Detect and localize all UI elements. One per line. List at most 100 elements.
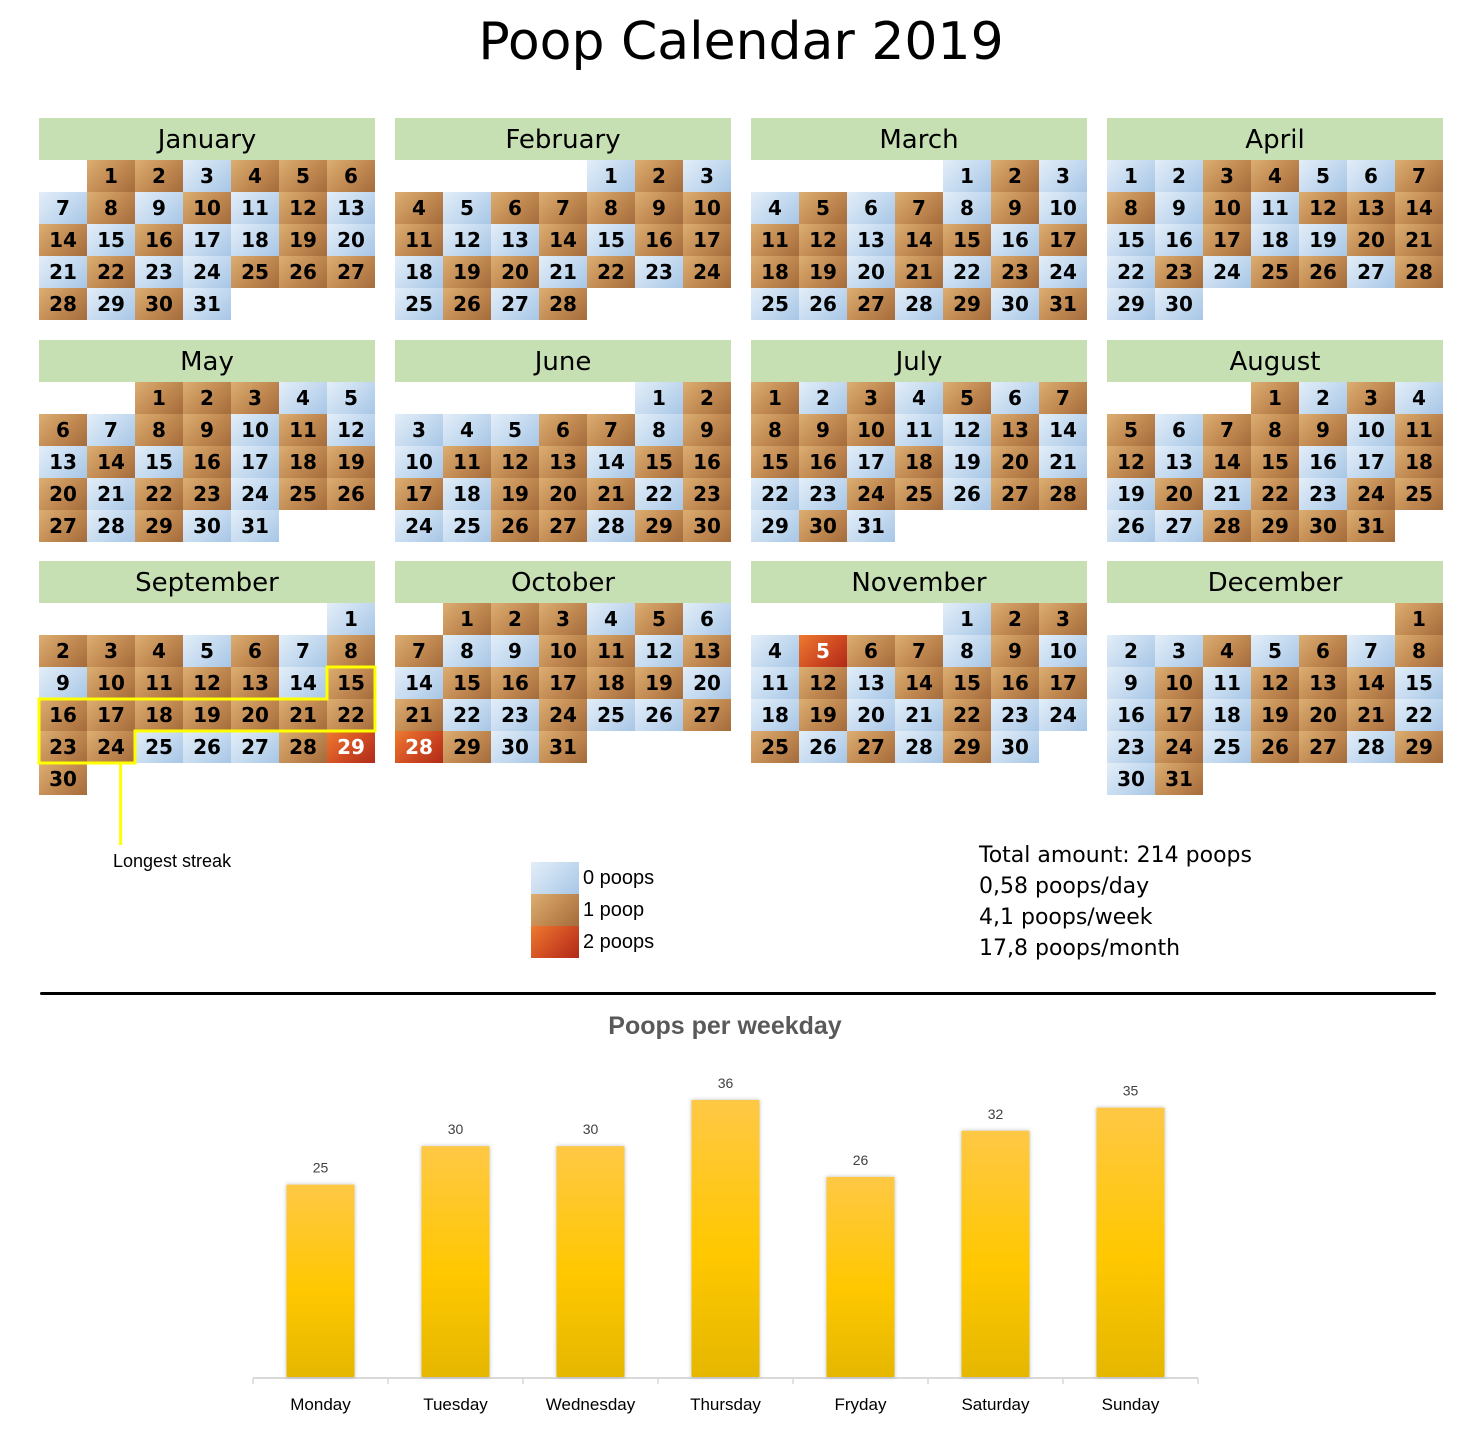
bar-tuesday: [421, 1146, 490, 1377]
day-cell: 26: [1251, 731, 1299, 763]
day-cell: 12: [279, 192, 327, 224]
day-cell: 11: [443, 446, 491, 478]
day-cell: 9: [491, 635, 539, 667]
day-cell: 16: [991, 667, 1039, 699]
day-cell: 13: [39, 446, 87, 478]
day-cell: 7: [1203, 414, 1251, 446]
legend-swatch-2: [531, 926, 579, 958]
day-cell: 23: [991, 699, 1039, 731]
day-cell: 12: [1251, 667, 1299, 699]
day-cell: 2: [683, 382, 731, 414]
day-cell: 30: [39, 763, 87, 795]
day-cell: 12: [491, 446, 539, 478]
bar-saturday: [961, 1130, 1030, 1377]
day-cell: 23: [635, 256, 683, 288]
day-cell: 17: [1039, 224, 1087, 256]
month-header: October: [395, 561, 731, 603]
day-cell: 27: [1299, 731, 1347, 763]
day-cell: 12: [943, 414, 991, 446]
day-cell: 7: [895, 192, 943, 224]
day-cell: 31: [1155, 763, 1203, 795]
day-cell: 5: [443, 192, 491, 224]
day-cell: 16: [635, 224, 683, 256]
day-cell: 3: [231, 382, 279, 414]
day-cell: 28: [87, 510, 135, 542]
day-cell: 26: [635, 699, 683, 731]
day-cell: 10: [183, 192, 231, 224]
day-cell: 10: [1203, 192, 1251, 224]
day-cell: 15: [1107, 224, 1155, 256]
day-cell: 26: [443, 288, 491, 320]
day-cell: 30: [135, 288, 183, 320]
day-cell: 19: [943, 446, 991, 478]
day-cell: 11: [587, 635, 635, 667]
month-february: February 1 2 3 4 5 6 7 8 9 10 11 12 13 14 15 16 17 18 19 20 2…: [395, 118, 731, 320]
day-cell: 30: [799, 510, 847, 542]
day-cell: 9: [991, 635, 1039, 667]
day-cell: 6: [539, 414, 587, 446]
day-cell: 16: [135, 224, 183, 256]
day-cell: 25: [231, 256, 279, 288]
day-cell: 6: [1155, 414, 1203, 446]
day-cell: 4: [587, 603, 635, 635]
data-label: 36: [718, 1075, 734, 1091]
day-cell: 10: [1347, 414, 1395, 446]
day-cell: 3: [395, 414, 443, 446]
day-cell: 19: [799, 256, 847, 288]
day-cell: 31: [231, 510, 279, 542]
day-cell: 9: [635, 192, 683, 224]
day-cell: 14: [1039, 414, 1087, 446]
day-cell: 23: [135, 256, 183, 288]
longest-streak-label: Longest streak: [113, 851, 232, 871]
day-cell: 9: [1155, 192, 1203, 224]
day-cell: 6: [327, 160, 375, 192]
day-cell: 18: [1203, 699, 1251, 731]
day-cell: 18: [751, 256, 799, 288]
day-cell: 20: [1299, 699, 1347, 731]
day-cell: 8: [751, 414, 799, 446]
day-cell: 8: [1395, 635, 1443, 667]
day-cell: 15: [135, 446, 183, 478]
bar-wednesday: [556, 1146, 625, 1377]
day-cell: 5: [1107, 414, 1155, 446]
day-cell: 5: [799, 635, 847, 667]
category-label: Wednesday: [546, 1395, 636, 1414]
chart-title: Poops per weekday: [608, 1012, 842, 1040]
day-cell: 27: [991, 478, 1039, 510]
day-cell: 2: [1299, 382, 1347, 414]
day-cell: 10: [1039, 635, 1087, 667]
day-cell: 8: [443, 635, 491, 667]
day-cell: 24: [683, 256, 731, 288]
day-cell: 3: [539, 603, 587, 635]
day-cell: 25: [279, 478, 327, 510]
month-october: October 1 2 3 4 5 6 7 8 9 10 11 12 13 14 15 16 17 18 19 20 21…: [395, 561, 731, 763]
day-cell: 17: [1155, 699, 1203, 731]
month-april: April 1 2 3 4 5 6 7 8 9 10 11 12 13 14 15 16 17 18 19 20 21 22…: [1107, 118, 1443, 320]
day-cell: 2: [183, 382, 231, 414]
category-label: Sunday: [1102, 1395, 1160, 1414]
bar-fryday: [826, 1176, 895, 1377]
day-cell: 7: [1347, 635, 1395, 667]
day-cell: 29: [751, 510, 799, 542]
day-cell: 17: [395, 478, 443, 510]
day-cell: 4: [1395, 382, 1443, 414]
day-cell: 14: [1203, 446, 1251, 478]
day-cell: 30: [991, 731, 1039, 763]
day-cell: 13: [1347, 192, 1395, 224]
day-cell: 9: [1107, 667, 1155, 699]
month-header: September: [39, 561, 375, 603]
day-cell: 5: [279, 160, 327, 192]
day-cell: 24: [395, 510, 443, 542]
day-cell: 10: [847, 414, 895, 446]
day-cell: 27: [539, 510, 587, 542]
day-cell: 24: [847, 478, 895, 510]
day-cell: 2: [991, 160, 1039, 192]
day-cell: 30: [991, 288, 1039, 320]
day-cell: 22: [1251, 478, 1299, 510]
day-cell: 8: [1251, 414, 1299, 446]
day-cell: 7: [87, 414, 135, 446]
day-cell: 27: [847, 288, 895, 320]
day-cell: 25: [587, 699, 635, 731]
month-header: November: [751, 561, 1087, 603]
